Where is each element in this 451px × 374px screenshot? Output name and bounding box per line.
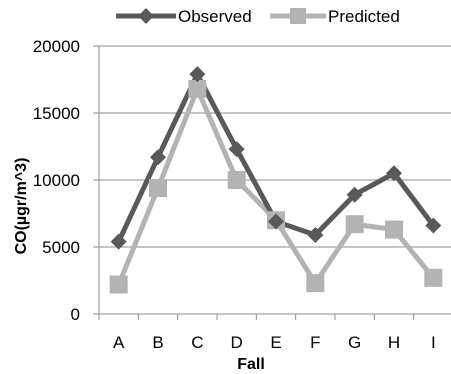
legend-marker-observed: [138, 8, 154, 24]
point-observed-a: [110, 233, 127, 250]
y-axis-title: CO(µgr/m^3): [13, 158, 30, 255]
point-observed-e: [268, 213, 284, 230]
x-tick-label-g: G: [348, 333, 361, 352]
x-axis-title: Fall: [237, 356, 265, 373]
y-tick-label-0: 0: [71, 305, 80, 324]
x-tick-label-c: C: [191, 333, 203, 352]
legend-item-observed: Observed: [116, 7, 252, 26]
point-observed-g: [346, 186, 363, 203]
point-observed-h: [386, 165, 402, 182]
legend-label-observed: Observed: [178, 7, 252, 26]
y-tick-label-2: 10000: [33, 171, 80, 190]
point-observed-f: [307, 226, 324, 243]
point-predicted-f: [306, 274, 325, 293]
point-predicted-h: [385, 220, 403, 239]
point-predicted-a: [109, 275, 128, 294]
y-tick-label-3: 15000: [33, 104, 80, 123]
legend-marker-predicted: [290, 8, 306, 24]
point-predicted-g: [345, 215, 364, 234]
point-predicted-i: [424, 268, 443, 287]
series-markers: [109, 66, 443, 294]
tick-labels: 0 5000 10000 15000 20000 A B C D E F G H I: [33, 37, 436, 352]
legend-label-predicted: Predicted: [328, 7, 400, 26]
x-tick-label-b: B: [152, 333, 163, 352]
point-observed-d: [228, 141, 245, 158]
x-tick-label-d: D: [231, 333, 243, 352]
point-predicted-b: [149, 179, 167, 198]
x-tick-label-i: I: [431, 333, 436, 352]
point-predicted-d: [227, 171, 246, 189]
legend: Observed Predicted: [116, 7, 400, 26]
axes: [93, 45, 451, 320]
x-tick-label-e: E: [270, 333, 281, 352]
point-predicted-c: [188, 79, 207, 98]
x-tick-label-a: A: [113, 333, 125, 352]
x-tick-label-f: F: [310, 333, 320, 352]
legend-item-predicted: Predicted: [270, 7, 400, 26]
x-tick-label-h: H: [388, 333, 400, 352]
point-observed-i: [425, 217, 442, 234]
y-tick-label-4: 20000: [33, 37, 80, 56]
point-observed-b: [150, 149, 166, 166]
point-observed-c: [189, 66, 206, 83]
y-tick-label-1: 5000: [42, 238, 80, 257]
